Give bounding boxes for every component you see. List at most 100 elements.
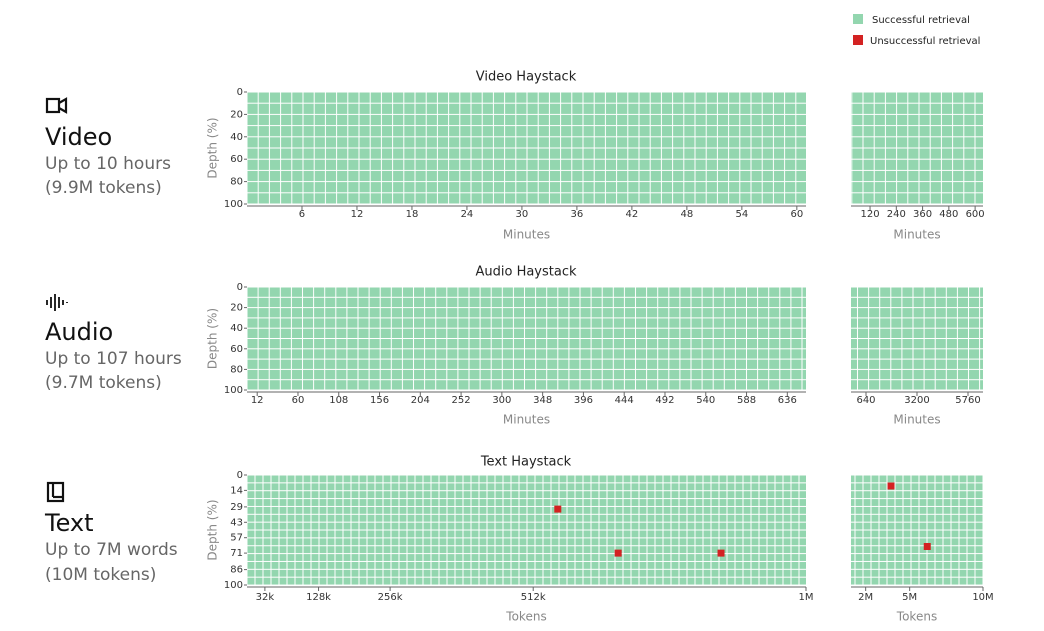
- y-tick-label: 29: [230, 502, 243, 513]
- y-tick-label: 100: [224, 199, 243, 210]
- y-tick-label: 0: [237, 282, 243, 293]
- video-icon: [45, 97, 68, 114]
- x-tick-label: 3200: [904, 395, 929, 406]
- legend-swatch: [853, 14, 863, 24]
- heatmap-panel: [851, 92, 983, 204]
- x-tick-label: 10M: [972, 592, 993, 603]
- y-axis-label: Depth (%): [206, 499, 220, 560]
- row-title: Text: [44, 509, 94, 537]
- y-tick-label: 57: [230, 533, 243, 544]
- x-tick-label: 2M: [858, 592, 873, 603]
- y-tick-label: 71: [230, 548, 243, 559]
- x-tick-label: 512k: [521, 592, 546, 603]
- y-tick-label: 0: [237, 470, 243, 481]
- y-tick-label: 0: [237, 87, 243, 98]
- y-axis-label: Depth (%): [206, 308, 220, 369]
- x-tick-label: 600: [966, 209, 985, 220]
- x-tick-label: 300: [492, 395, 511, 406]
- heatmap-panel: [851, 475, 983, 585]
- x-tick-label: 360: [913, 209, 932, 220]
- row-title: Video: [45, 123, 112, 151]
- failure-cell: [717, 549, 725, 557]
- x-tick-label: 492: [655, 395, 674, 406]
- chart-title: Audio Haystack: [475, 265, 577, 280]
- y-tick-label: 100: [224, 385, 243, 396]
- x-tick-label: 636: [778, 395, 797, 406]
- x-tick-label: 5M: [902, 592, 917, 603]
- y-tick-label: 20: [230, 109, 243, 120]
- y-tick-label: 40: [230, 323, 243, 334]
- chart-title: Video Haystack: [476, 70, 577, 85]
- x-tick-label: 256k: [378, 592, 403, 603]
- y-tick-label: 86: [230, 565, 243, 576]
- x-tick-label: 540: [696, 395, 715, 406]
- x-tick-label: 30: [516, 209, 529, 220]
- failure-cell: [887, 482, 895, 490]
- y-tick-label: 60: [230, 344, 243, 355]
- y-tick-label: 60: [230, 154, 243, 165]
- x-tick-label: 54: [735, 209, 748, 220]
- x-tick-label: 6: [299, 209, 305, 220]
- x-tick-label: 60: [292, 395, 305, 406]
- row-line: Up to 107 hours: [45, 349, 182, 369]
- heatmap-panel: [247, 287, 806, 390]
- x-tick-label: 640: [856, 395, 875, 406]
- failure-cell: [614, 549, 622, 557]
- x-tick-label: 12: [251, 395, 264, 406]
- x-axis-label: Tokens: [896, 610, 937, 624]
- row-line: (9.7M tokens): [45, 373, 162, 393]
- x-tick-label: 48: [681, 209, 694, 220]
- x-tick-label: 588: [737, 395, 756, 406]
- x-tick-label: 12: [351, 209, 364, 220]
- text-icon: [46, 481, 65, 503]
- failure-cell: [554, 505, 562, 513]
- x-tick-label: 444: [615, 395, 634, 406]
- row-title: Audio: [45, 318, 113, 346]
- x-axis-label: Minutes: [893, 413, 940, 427]
- x-tick-label: 32k: [256, 592, 275, 603]
- x-tick-label: 36: [571, 209, 584, 220]
- row-line: Up to 7M words: [45, 540, 178, 560]
- x-tick-label: 18: [406, 209, 419, 220]
- x-tick-label: 480: [939, 209, 958, 220]
- legend-swatch: [853, 35, 863, 45]
- x-tick-label: 348: [533, 395, 552, 406]
- legend-label: Unsuccessful retrieval: [870, 36, 980, 47]
- failure-cell: [923, 543, 931, 550]
- y-tick-label: 80: [230, 364, 243, 375]
- x-tick-label: 240: [887, 209, 906, 220]
- y-tick-label: 20: [230, 303, 243, 314]
- row-line: Up to 10 hours: [45, 154, 171, 174]
- row-line: (10M tokens): [45, 565, 156, 585]
- y-axis-label: Depth (%): [206, 117, 220, 178]
- y-tick-label: 43: [230, 517, 243, 528]
- x-tick-label: 108: [329, 395, 348, 406]
- x-tick-label: 1M: [799, 592, 814, 603]
- x-axis-label: Minutes: [893, 228, 940, 242]
- y-tick-label: 80: [230, 177, 243, 188]
- y-tick-label: 14: [230, 485, 243, 496]
- heatmap-panel: [247, 92, 806, 204]
- x-tick-label: 396: [574, 395, 593, 406]
- x-tick-label: 156: [370, 395, 389, 406]
- y-tick-label: 40: [230, 132, 243, 143]
- x-tick-label: 204: [411, 395, 430, 406]
- x-tick-label: 42: [626, 209, 639, 220]
- audio-icon: [46, 294, 68, 311]
- x-tick-label: 128k: [306, 592, 331, 603]
- x-tick-label: 24: [461, 209, 474, 220]
- x-tick-label: 120: [860, 209, 879, 220]
- legend-label: Successful retrieval: [872, 15, 970, 26]
- x-tick-label: 5760: [955, 395, 980, 406]
- y-tick-label: 100: [224, 580, 243, 591]
- x-tick-label: 60: [790, 209, 803, 220]
- x-axis-label: Minutes: [503, 413, 550, 427]
- x-tick-label: 252: [452, 395, 471, 406]
- heatmap-panel: [851, 287, 983, 390]
- x-axis-label: Minutes: [503, 228, 550, 242]
- row-line: (9.9M tokens): [45, 178, 162, 198]
- chart-title: Text Haystack: [480, 455, 572, 470]
- x-axis-label: Tokens: [505, 610, 546, 624]
